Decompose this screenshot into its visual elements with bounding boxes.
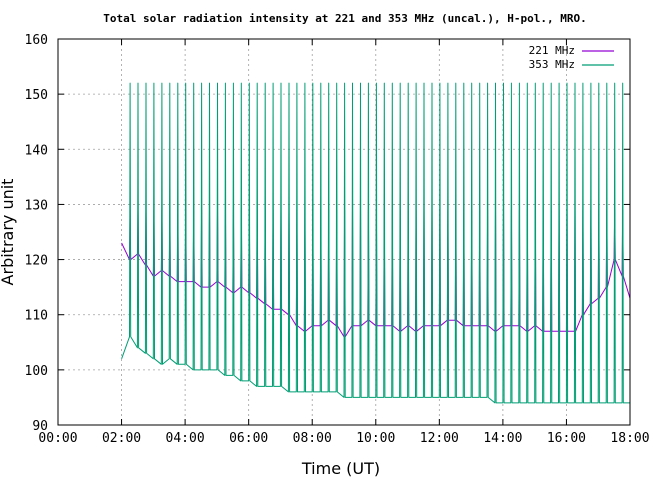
x-tick-label: 00:00	[38, 431, 77, 446]
x-tick-label: 10:00	[356, 431, 395, 446]
y-tick-label: 160	[25, 33, 48, 48]
x-tick-label: 12:00	[420, 431, 459, 446]
series-line-1	[121, 82, 630, 404]
y-tick-label: 100	[25, 364, 48, 379]
series-layer	[121, 82, 631, 404]
y-tick-label: 120	[25, 254, 48, 269]
x-tick-label: 06:00	[229, 431, 268, 446]
y-tick-label: 150	[25, 88, 48, 103]
x-tick-label: 14:00	[483, 431, 522, 446]
x-axis-label: Time (UT)	[301, 459, 380, 478]
x-tick-label: 04:00	[166, 431, 205, 446]
y-tick-label: 130	[25, 198, 48, 213]
x-tick-label: 08:00	[293, 431, 332, 446]
legend-label-221: 221 MHz	[529, 44, 575, 57]
legend: 221 MHz 353 MHz	[529, 44, 614, 71]
y-tick-label: 90	[32, 419, 48, 434]
x-tick-label: 02:00	[102, 431, 141, 446]
legend-label-353: 353 MHz	[529, 58, 575, 71]
y-tick-label: 140	[25, 143, 48, 158]
y-tick-label: 110	[25, 309, 48, 324]
x-tick-label: 16:00	[547, 431, 586, 446]
plot-border	[57, 38, 631, 426]
x-tick-label: 18:00	[610, 431, 649, 446]
tick-layer: 00:00 02:00 04:00 06:00 08:00 10:00 12:00 14:00…	[25, 33, 650, 446]
chart-title: Total solar radiation intensity at 221 a…	[103, 12, 586, 25]
y-axis-label: Arbitrary unit	[0, 179, 17, 286]
